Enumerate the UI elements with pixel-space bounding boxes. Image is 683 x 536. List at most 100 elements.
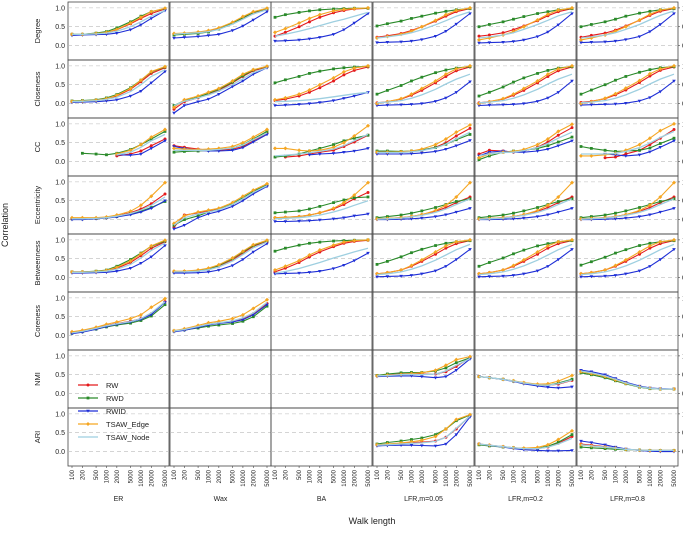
data-point [454,130,459,135]
data-point [477,41,481,45]
data-point [265,238,269,243]
data-point [512,252,515,256]
data-point [399,443,403,447]
data-point [672,248,676,252]
series-tsaw-node [478,437,573,450]
x-tick-label: 5000 [231,469,237,483]
data-point [613,39,618,43]
panel: 0.00.51.0 [576,349,683,409]
data-point [342,73,346,77]
data-point [230,264,235,268]
data-point [297,258,302,263]
data-point [443,426,448,431]
data-point [138,312,143,317]
series-rwid [375,80,472,108]
y-tick-label: 1.0 [55,237,65,244]
data-point [613,155,617,159]
data-point [648,246,652,250]
panel [270,1,373,61]
data-point [468,139,472,143]
series-tsaw-edge [579,121,676,158]
data-point [648,241,652,245]
x-tick-label: 20000 [556,469,562,486]
data-point [444,366,448,370]
data-point [251,188,256,193]
data-point [420,444,424,448]
data-point [556,379,561,384]
x-tick-label: 1000 [307,469,313,483]
data-point [658,142,662,145]
data-point [128,258,133,263]
data-point [672,121,676,126]
series-line [478,11,573,39]
data-point [570,12,574,16]
series-line [478,437,573,450]
data-point [443,12,448,17]
data-point [409,443,414,447]
x-tick-label: 1000 [613,469,619,483]
data-point [420,14,424,18]
data-point [444,375,448,379]
series-rwid [172,242,269,275]
x-tick-label: 20000 [454,469,460,486]
x-tick-label: 500 [603,469,609,480]
x-tick-label: 100 [477,469,483,480]
data-point [251,9,256,14]
series-tsaw-node [116,133,166,156]
series-tsaw-node [376,357,471,377]
data-point [331,33,336,37]
data-point [556,144,561,148]
data-point [149,144,153,148]
series-tsaw-edge [273,237,370,273]
data-point [658,239,663,244]
data-point [366,123,370,128]
data-point [265,127,269,132]
data-point [637,153,642,157]
data-point [307,219,312,223]
data-point [273,146,277,151]
series-line [580,10,675,39]
data-point [163,180,167,185]
data-point [672,139,676,143]
series-tsaw-edge [375,412,472,447]
data-point [468,248,472,252]
data-point [672,180,676,185]
data-point [501,213,505,217]
data-point [444,96,448,100]
data-point [283,78,287,82]
data-point [613,91,618,96]
data-point [420,102,424,106]
data-point [273,249,277,253]
x-tick-label: 5000 [536,469,542,483]
data-point [342,66,346,70]
data-point [589,275,594,279]
data-point [444,9,448,13]
data-point [477,275,481,279]
data-point [658,258,663,262]
data-point [332,239,335,243]
column-label: LFR,m=0.8 [610,496,645,503]
series-line [478,131,573,157]
data-point [182,271,187,275]
data-point [273,220,277,224]
x-tick-label: 500 [501,469,507,480]
data-point [163,192,167,196]
series-tsaw-node [376,243,471,276]
series-tsaw-node [274,200,369,220]
data-point [556,258,561,262]
data-point [251,135,256,140]
data-point [546,385,550,389]
data-point [454,258,459,262]
data-point [265,242,269,246]
data-point [283,39,288,43]
series-tsaw-node [478,243,573,276]
data-point [468,123,472,128]
data-point [297,38,301,42]
data-point [265,6,269,11]
data-point [341,200,346,205]
series-tsaw-node [580,243,675,276]
data-point [570,373,574,378]
data-point [86,396,90,400]
data-point [444,241,448,245]
data-point [613,102,618,106]
